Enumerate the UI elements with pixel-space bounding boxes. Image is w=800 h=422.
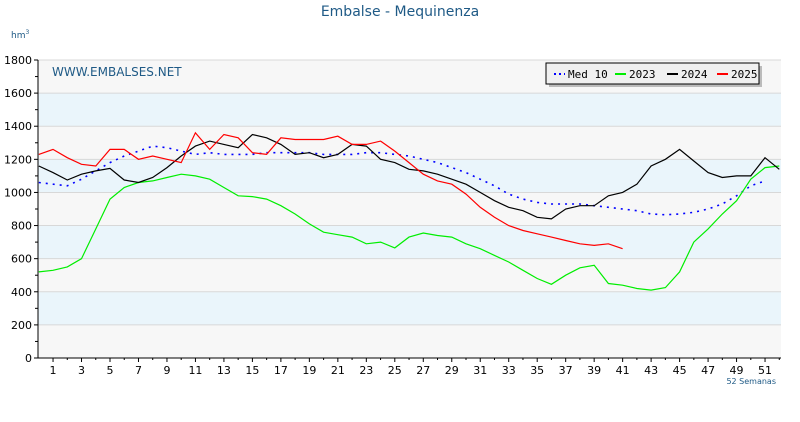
legend-box (545, 62, 760, 85)
y-tick-label: 600 (11, 253, 32, 266)
background-band (38, 192, 781, 226)
y-tick-label: 1400 (4, 120, 32, 133)
y-tick-label: 800 (11, 220, 32, 233)
watermark: WWW.EMBALSES.NET (52, 65, 182, 79)
background-band (38, 324, 781, 358)
legend-label: 2025 (731, 68, 758, 81)
x-tick-label: 25 (388, 364, 402, 377)
x-tick-label: 7 (135, 364, 142, 377)
background-band (38, 93, 781, 127)
x-tick-label: 17 (274, 364, 288, 377)
legend: Med 10 2023 2024 2025 (545, 62, 762, 87)
x-tick-label: 51 (758, 364, 772, 377)
x-tick-label: 45 (673, 364, 687, 377)
background-band (38, 291, 781, 325)
x-tick-label: 27 (416, 364, 430, 377)
x-tick-label: 9 (163, 364, 170, 377)
chart-title: Embalse - Mequinenza (321, 4, 479, 20)
x-tick-label: 11 (188, 364, 202, 377)
x-tick-label: 21 (331, 364, 345, 377)
legend-label: 2023 (629, 68, 656, 81)
x-tick-label: 39 (587, 364, 601, 377)
x-tick-label: 35 (530, 364, 544, 377)
series-line-2025 (38, 131, 623, 250)
series-line-2024 (38, 133, 780, 220)
x-tick-label: 1 (50, 364, 57, 377)
x-tick-label: 33 (502, 364, 516, 377)
x-tick-label: 3 (78, 364, 85, 377)
y-tick-label: 1600 (4, 87, 32, 100)
x-tick-label: 19 (302, 364, 316, 377)
x-tick-label: 37 (559, 364, 573, 377)
x-axis-label: 52 Semanas (726, 377, 776, 386)
x-tick-label: 47 (701, 364, 715, 377)
y-tick-label: 200 (11, 319, 32, 332)
x-tick-label: 15 (245, 364, 259, 377)
legend-label: 2024 (681, 68, 708, 81)
y-axis-unit: hm3 (11, 29, 29, 41)
background-band (38, 159, 781, 193)
x-tick-label: 23 (359, 364, 373, 377)
y-tick-label: 1800 (4, 54, 32, 67)
y-tick-label: 0 (25, 352, 32, 365)
x-tick-label: 49 (730, 364, 744, 377)
x-tick-label: 5 (107, 364, 114, 377)
y-tick-label: 1200 (4, 153, 32, 166)
x-tick-label: 41 (616, 364, 630, 377)
background-band (38, 258, 781, 292)
series-line-2023 (38, 165, 780, 291)
background-band (38, 225, 781, 259)
legend-label: Med 10 (568, 68, 608, 81)
x-tick-label: 29 (445, 364, 459, 377)
y-tick-label: 1000 (4, 186, 32, 199)
x-tick-label: 13 (217, 364, 231, 377)
background-band (38, 126, 781, 160)
x-tick-label: 43 (644, 364, 658, 377)
y-tick-label: 400 (11, 286, 32, 299)
x-tick-label: 31 (473, 364, 487, 377)
